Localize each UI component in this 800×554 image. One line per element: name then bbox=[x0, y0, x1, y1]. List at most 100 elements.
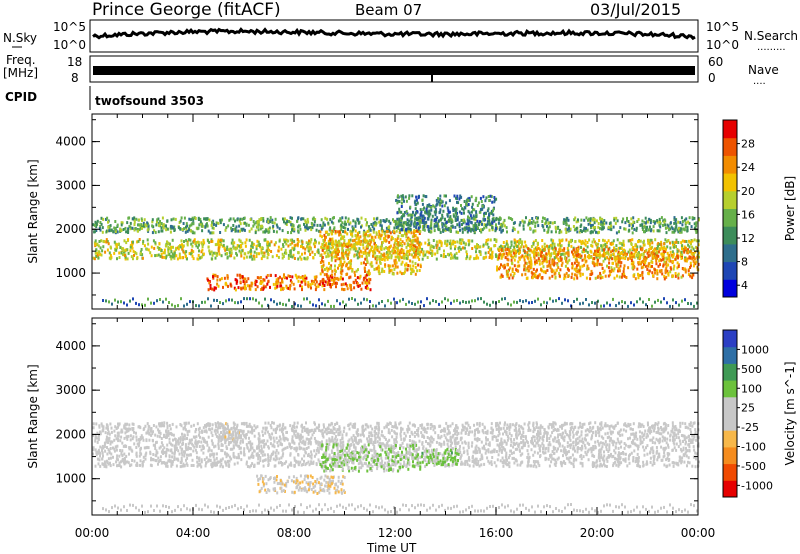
colorbar-frame bbox=[722, 119, 738, 298]
nsky-strip: N.Sky 10^5 10^0 10^5 10^0 N.Search .....… bbox=[3, 19, 798, 53]
colorbar-frame bbox=[722, 329, 738, 498]
freq-frame bbox=[89, 55, 699, 83]
beam-title: Beam 07 bbox=[355, 1, 422, 19]
colorbar-swatch bbox=[723, 396, 737, 414]
colorbar-swatch bbox=[723, 173, 737, 192]
freq-strip: Freq. [MHz] 18 8 60 0 Nave .... bbox=[3, 53, 779, 87]
nsky-trace bbox=[92, 27, 696, 41]
freq-trace bbox=[93, 66, 695, 75]
cpid-value: twofsound 3503 bbox=[95, 94, 204, 108]
x-tick-label: 00:00 bbox=[681, 526, 716, 540]
colorbar-tick-label: -25 bbox=[741, 421, 759, 434]
colorbar-swatch bbox=[723, 137, 737, 156]
x-tick-label: 12:00 bbox=[378, 526, 413, 540]
power-scatter bbox=[92, 194, 700, 308]
velocity-y-label: Slant Range [km] bbox=[26, 364, 40, 468]
y-tick-label: 1000 bbox=[55, 472, 86, 486]
velocity-band bbox=[256, 474, 346, 495]
nsearch-label: N.Search bbox=[744, 29, 798, 43]
nave-dots: .... bbox=[753, 76, 766, 87]
colorbar-swatch bbox=[723, 463, 737, 481]
velocity-scatter bbox=[92, 421, 700, 514]
nsky-frame bbox=[89, 19, 699, 53]
nsearch-dots: ......... bbox=[757, 42, 786, 53]
power-x-ticks bbox=[91, 114, 699, 309]
colorbar-swatch bbox=[723, 261, 737, 280]
colorbar-swatch bbox=[723, 413, 737, 431]
power-colorbar-label: Power [dB] bbox=[783, 176, 797, 241]
nsky-tick-bottom: 10^0 bbox=[53, 38, 86, 52]
power-band bbox=[92, 216, 700, 235]
colorbar-tick-label: -500 bbox=[741, 460, 766, 473]
colorbar-tick-label: 100 bbox=[741, 382, 762, 395]
colorbar-tick-label: 25 bbox=[741, 402, 755, 415]
colorbar-tick-label: 20 bbox=[741, 185, 755, 198]
station-title: Prince George (fitACF) bbox=[92, 0, 281, 20]
colorbar-swatch bbox=[723, 430, 737, 448]
nave-tick-bottom: 0 bbox=[708, 71, 716, 85]
freq-tick-bottom: 8 bbox=[71, 71, 79, 85]
colorbar-swatch bbox=[723, 208, 737, 227]
colorbar-tick-label: 500 bbox=[741, 363, 762, 376]
y-tick-label: 3000 bbox=[55, 383, 86, 397]
nsearch-tick-top: 10^5 bbox=[706, 20, 739, 34]
power-band bbox=[319, 229, 423, 276]
y-tick-label: 1000 bbox=[55, 266, 86, 280]
x-axis-title: Time UT bbox=[366, 541, 417, 554]
colorbar-swatch bbox=[723, 155, 737, 174]
power-band bbox=[206, 273, 372, 292]
velocity-colorbar: 1000 500 100 25 -25 -100 -500 -1000 Velocity [m … bbox=[722, 329, 797, 498]
velocity-band bbox=[319, 443, 422, 473]
cpid-label: CPID bbox=[5, 90, 37, 104]
colorbar-swatch bbox=[723, 120, 737, 139]
power-y-axis: 4000 3000 2000 1000 bbox=[55, 119, 698, 296]
power-near-range-noise bbox=[102, 297, 698, 308]
colorbar-tick-label: -100 bbox=[741, 441, 766, 454]
colorbar-tick-label: 16 bbox=[741, 208, 755, 221]
colorbar-tick-label: 1000 bbox=[741, 343, 769, 356]
date-title: 03/Jul/2015 bbox=[590, 0, 681, 19]
x-tick-label: 04:00 bbox=[176, 526, 211, 540]
freq-label: Freq. bbox=[6, 53, 36, 67]
colorbar-swatch bbox=[723, 346, 737, 364]
nave-label: Nave bbox=[748, 63, 779, 77]
power-panel: 4000 3000 2000 1000 Slant Range [km] 28 24 20 16… bbox=[26, 113, 797, 310]
colorbar-swatch bbox=[723, 330, 737, 348]
velocity-y-axis: 4000 3000 2000 1000 bbox=[55, 323, 698, 502]
colorbar-tick-label: -1000 bbox=[741, 479, 773, 492]
power-band bbox=[395, 194, 498, 233]
colorbar-swatch bbox=[723, 480, 737, 498]
cpid-row: CPID twofsound 3503 bbox=[5, 86, 204, 110]
colorbar-swatch bbox=[723, 243, 737, 263]
y-tick-label: 2000 bbox=[55, 222, 86, 236]
y-tick-label: 4000 bbox=[55, 135, 86, 149]
nsearch-tick-bottom: 10^0 bbox=[706, 38, 739, 52]
velocity-band bbox=[218, 421, 246, 442]
velocity-band bbox=[420, 447, 460, 467]
power-band bbox=[496, 246, 700, 281]
colorbar-swatch bbox=[723, 190, 737, 209]
velocity-x-ticks bbox=[91, 318, 699, 515]
colorbar-tick-label: 4 bbox=[741, 279, 748, 292]
x-tick-label: 20:00 bbox=[580, 526, 615, 540]
colorbar-swatch bbox=[723, 380, 737, 398]
colorbar-tick-label: 12 bbox=[741, 232, 755, 245]
x-tick-label: 16:00 bbox=[479, 526, 514, 540]
y-tick-label: 4000 bbox=[55, 339, 86, 353]
nsky-label: N.Sky bbox=[3, 31, 37, 45]
nsky-tick-top: 10^5 bbox=[53, 20, 86, 34]
power-frame bbox=[91, 113, 699, 310]
velocity-colorbar-label: Velocity [m s^-1] bbox=[783, 361, 797, 465]
y-tick-label: 2000 bbox=[55, 427, 86, 441]
time-axis: 00:00 04:00 08:00 12:00 16:00 20:00 00:00 bbox=[75, 526, 716, 540]
colorbar-swatch bbox=[723, 279, 737, 298]
y-tick-label: 3000 bbox=[55, 178, 86, 192]
power-colorbar: 28 24 20 16 12 8 4 Power [dB] bbox=[722, 119, 797, 298]
freq-unit: [MHz] bbox=[3, 66, 38, 80]
freq-tick-top: 18 bbox=[67, 55, 82, 69]
velocity-near-range-noise bbox=[102, 503, 698, 514]
power-y-label: Slant Range [km] bbox=[26, 159, 40, 263]
colorbar-tick-label: 28 bbox=[741, 138, 755, 151]
